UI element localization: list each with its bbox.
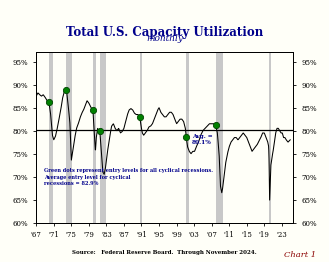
- Text: Chart 1: Chart 1: [284, 251, 316, 259]
- Bar: [49, 52, 53, 223]
- Text: Source:   Federal Reserve Board.  Through November 2024.: Source: Federal Reserve Board. Through N…: [72, 250, 257, 255]
- Bar: [66, 52, 72, 223]
- Bar: [215, 52, 223, 223]
- Bar: [186, 52, 189, 223]
- Text: Avg. =
80.1%: Avg. = 80.1%: [192, 134, 213, 145]
- Bar: [269, 52, 271, 223]
- Title: Total U.S. Capacity Utilization: Total U.S. Capacity Utilization: [66, 26, 263, 39]
- Bar: [100, 52, 106, 223]
- Bar: [93, 52, 96, 223]
- Text: monthly: monthly: [146, 34, 183, 43]
- Text: Green dots represent entry levels for all cyclical recessions.
Average entry lev: Green dots represent entry levels for al…: [44, 168, 213, 186]
- Bar: [140, 52, 142, 223]
